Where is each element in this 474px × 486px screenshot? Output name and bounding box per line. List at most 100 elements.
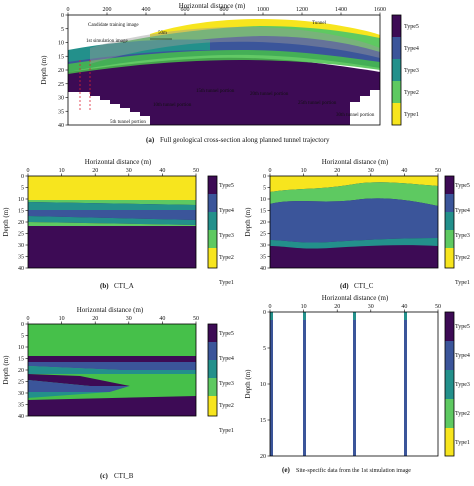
x-tick-label: 10 bbox=[301, 304, 307, 310]
y-tick-label: 5 bbox=[61, 27, 64, 33]
annotation-t10: 10th tunnel portion bbox=[153, 103, 192, 108]
x-tick-label: 200 bbox=[103, 7, 112, 13]
legend-d-type4: Type4 bbox=[455, 208, 470, 214]
legend-c-type5: Type5 bbox=[219, 331, 234, 337]
y-tick-label: 10 bbox=[260, 382, 266, 388]
x-tick-label: 30 bbox=[368, 168, 374, 174]
x-tick-label: 0 bbox=[269, 304, 272, 310]
annotation-simulation: 1st simulation image bbox=[86, 39, 128, 44]
y-tick-label: 35 bbox=[260, 255, 266, 261]
legend-a-type5: Type5 bbox=[404, 24, 419, 30]
x-tick-label: 50 bbox=[193, 316, 199, 322]
y-tick-label: 35 bbox=[58, 109, 64, 115]
x-tick-label: 20 bbox=[334, 304, 340, 310]
y-tick-label: 15 bbox=[58, 54, 64, 60]
y-tick-label: 15 bbox=[18, 209, 24, 215]
panel-a-legend: Type5 Type4 Type3 Type2 Type1 bbox=[391, 14, 419, 126]
caption-e: Site-specific data from the 1st simulati… bbox=[296, 467, 411, 474]
x-tick-label: 30 bbox=[126, 168, 132, 174]
y-tick-label: 0 bbox=[21, 174, 24, 180]
legend-c-type1: Type1 bbox=[219, 428, 234, 434]
panel-c-xlabel: Horizontal distance (m) bbox=[77, 306, 144, 314]
x-tick-label: 0 bbox=[27, 168, 30, 174]
panel-a-xticks: 0 200 400 600 800 1000 1200 1400 1600 bbox=[67, 7, 386, 15]
x-tick-label: 50 bbox=[193, 168, 199, 174]
legend-a-type1: Type1 bbox=[404, 112, 419, 118]
y-tick-label: 10 bbox=[18, 197, 24, 203]
panel-e-yticks: 0 5 10 15 20 bbox=[260, 310, 270, 460]
caption-a-letter: (a) bbox=[146, 136, 155, 144]
panel-c: Horizontal distance (m) 0 10 20 30 40 50 0 5 10… bbox=[2, 306, 234, 480]
y-tick-label: 0 bbox=[263, 310, 266, 316]
x-tick-label: 1000 bbox=[257, 7, 269, 13]
y-tick-label: 5 bbox=[263, 346, 266, 352]
y-tick-label: 20 bbox=[260, 454, 266, 460]
legend-e-type5: Type5 bbox=[455, 324, 470, 330]
x-tick-label: 1600 bbox=[374, 7, 386, 13]
y-tick-label: 30 bbox=[260, 243, 266, 249]
legend-d-type3: Type3 bbox=[455, 233, 470, 239]
y-tick-label: 10 bbox=[18, 345, 24, 351]
y-tick-label: 40 bbox=[18, 266, 24, 272]
x-tick-label: 20 bbox=[92, 168, 98, 174]
y-tick-label: 20 bbox=[260, 220, 266, 226]
panel-d-xlabel: Horizontal distance (m) bbox=[322, 158, 389, 166]
legend-b-type1: Type1 bbox=[219, 280, 234, 286]
y-tick-label: 30 bbox=[58, 96, 64, 102]
y-tick-label: 35 bbox=[18, 403, 24, 409]
y-tick-label: 10 bbox=[260, 197, 266, 203]
x-tick-label: 20 bbox=[92, 316, 98, 322]
annotation-t25: 25th tunnel portion bbox=[298, 101, 337, 106]
legend-e-type1: Type1 bbox=[455, 440, 470, 446]
x-tick-label: 20 bbox=[334, 168, 340, 174]
legend-b-type2: Type2 bbox=[219, 255, 234, 261]
panel-c-legend: Type5 Type4 Type3 Type2 Type1 bbox=[207, 323, 234, 434]
legend-a-type2: Type2 bbox=[404, 90, 419, 96]
y-tick-label: 40 bbox=[260, 266, 266, 272]
caption-c: CTI_B bbox=[114, 472, 134, 480]
x-tick-label: 1200 bbox=[296, 7, 308, 13]
panel-a-section bbox=[68, 15, 380, 125]
x-tick-label: 600 bbox=[181, 7, 190, 13]
panel-d-ylabel: Depth (m) bbox=[244, 207, 252, 237]
panel-e: Horizontal distance (m) 0 10 20 30 40 50 0 5 10… bbox=[244, 294, 470, 474]
panel-d-layers bbox=[270, 176, 438, 268]
legend-c-type3: Type3 bbox=[219, 381, 234, 387]
annotation-t15: 15th tunnel portion bbox=[196, 89, 235, 94]
caption-d-letter: (d) bbox=[340, 282, 349, 290]
panel-b-yticks: 0 5 10 15 20 25 30 35 40 bbox=[18, 174, 28, 272]
panel-d: Horizontal distance (m) 0 10 20 30 40 50 0 5 10… bbox=[244, 158, 470, 290]
legend-d-type1: Type1 bbox=[455, 280, 470, 286]
x-tick-label: 50 bbox=[435, 168, 441, 174]
panel-d-xticks: 0 10 20 30 40 50 bbox=[269, 168, 441, 176]
y-tick-label: 20 bbox=[18, 368, 24, 374]
panel-e-xticks: 0 10 20 30 40 50 bbox=[269, 304, 441, 312]
legend-a-type3: Type3 bbox=[404, 68, 419, 74]
legend-b-type3: Type3 bbox=[219, 233, 234, 239]
y-tick-label: 25 bbox=[260, 232, 266, 238]
panel-b-xticks: 0 10 20 30 40 50 bbox=[27, 168, 199, 176]
caption-d: CTI_C bbox=[354, 282, 374, 290]
panel-e-ylabel: Depth (m) bbox=[244, 369, 252, 399]
caption-a: Full geological cross-section along plan… bbox=[160, 136, 330, 144]
x-tick-label: 40 bbox=[159, 316, 165, 322]
annotation-tunnel: Tunnel bbox=[312, 21, 327, 26]
x-tick-label: 40 bbox=[401, 168, 407, 174]
x-tick-label: 0 bbox=[67, 7, 70, 13]
panel-b: Horizontal distance (m) 0 10 20 30 40 50 0 5 10… bbox=[2, 158, 234, 290]
x-tick-label: 400 bbox=[142, 7, 151, 13]
legend-b-type4: Type4 bbox=[219, 208, 234, 214]
legend-c-type2: Type2 bbox=[219, 403, 234, 409]
panel-a-yticks: 0 5 10 15 20 25 30 35 40 bbox=[58, 13, 68, 129]
y-tick-label: 10 bbox=[58, 41, 64, 47]
x-tick-label: 10 bbox=[59, 168, 65, 174]
y-tick-label: 30 bbox=[18, 243, 24, 249]
panel-c-xticks: 0 10 20 30 40 50 bbox=[27, 316, 199, 324]
panel-c-ylabel: Depth (m) bbox=[2, 355, 10, 385]
panel-b-legend: Type5 Type4 Type3 Type2 Type1 bbox=[207, 175, 234, 286]
panel-a-ylabel: Depth (m) bbox=[40, 55, 48, 85]
panel-a-xlabel: Horizontal distance (m) bbox=[179, 2, 246, 10]
y-tick-label: 25 bbox=[18, 232, 24, 238]
y-tick-label: 25 bbox=[18, 380, 24, 386]
y-tick-label: 20 bbox=[58, 68, 64, 74]
